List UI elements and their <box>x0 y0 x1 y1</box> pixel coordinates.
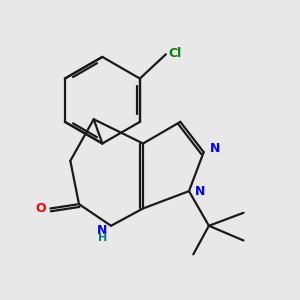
Text: Cl: Cl <box>168 47 182 60</box>
Text: H: H <box>98 233 108 243</box>
Text: N: N <box>97 224 108 237</box>
Text: N: N <box>195 184 206 198</box>
Text: O: O <box>35 202 46 215</box>
Text: N: N <box>210 142 220 155</box>
